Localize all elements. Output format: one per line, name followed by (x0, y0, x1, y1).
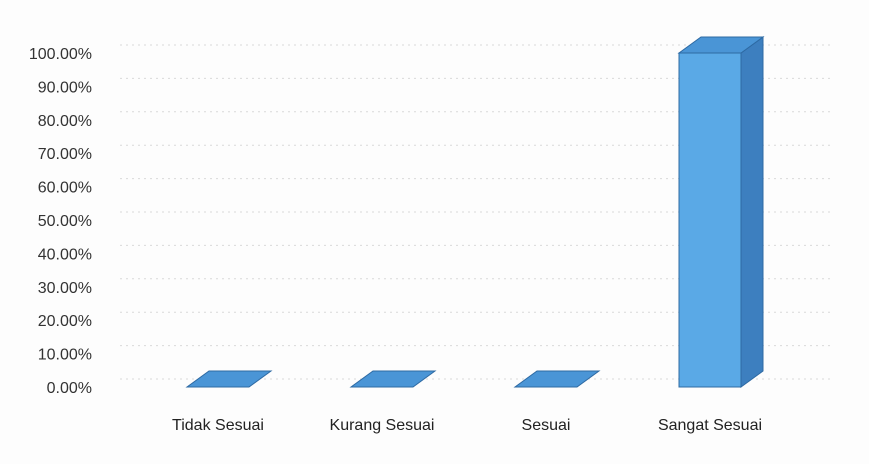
y-tick-label: 10.00% (38, 347, 92, 364)
y-tick-label: 80.00% (38, 113, 92, 130)
y-tick-label: 100.00% (29, 46, 92, 63)
y-tick-label: 60.00% (38, 180, 92, 197)
y-tick-label: 20.00% (38, 313, 92, 330)
bars (185, 36, 765, 388)
bar-top-face (349, 370, 437, 388)
y-tick-label: 90.00% (38, 79, 92, 96)
bar-top-face (185, 370, 273, 388)
gridlines (120, 44, 830, 380)
y-axis-ticks: 0.00% 10.00% 20.00% 30.00% 40.00% 50.00% 60.00… (29, 46, 92, 397)
bar (513, 370, 601, 388)
bar (185, 370, 273, 388)
bar-top-face (513, 370, 601, 388)
bar-side-face (740, 36, 764, 388)
x-axis-labels: Tidak Sesuai Kurang Sesuai Sesuai Sangat Se… (172, 417, 762, 434)
y-tick-label: 70.00% (38, 146, 92, 163)
bar-top-face (677, 36, 765, 54)
y-tick-label: 50.00% (38, 213, 92, 230)
bar (677, 36, 765, 388)
x-category-label: Sesuai (522, 417, 571, 434)
x-category-label: Tidak Sesuai (172, 417, 264, 434)
bar-front-face (678, 52, 742, 388)
y-tick-label: 40.00% (38, 246, 92, 263)
x-category-label: Kurang Sesuai (330, 417, 435, 434)
bar (349, 370, 437, 388)
x-category-label: Sangat Sesuai (658, 417, 762, 434)
y-tick-label: 30.00% (38, 280, 92, 297)
y-tick-label: 0.00% (47, 380, 92, 397)
